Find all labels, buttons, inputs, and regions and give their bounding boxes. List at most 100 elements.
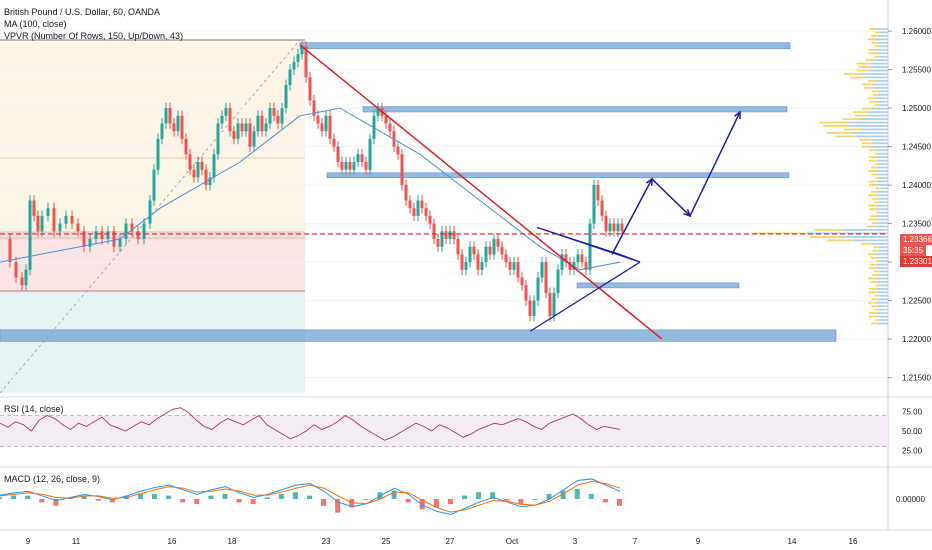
vpvr-up-bar [871, 242, 888, 245]
candle-body [142, 223, 146, 239]
macd-legend[interactable]: MACD (12, 26, close, 9) [4, 474, 101, 484]
candle-body [264, 123, 268, 132]
candle-body [384, 115, 388, 124]
rsi-tick-label: 50.00 [902, 427, 923, 436]
macd-histogram-bar [11, 495, 17, 499]
vpvr-down-bar [869, 184, 877, 186]
vpvr-up-bar [876, 159, 888, 162]
macd-histogram-bar [25, 495, 31, 499]
vpvr-up-bar [870, 66, 888, 68]
candle-body [268, 108, 272, 124]
candle-body [584, 262, 588, 270]
vpvr-up-bar [876, 184, 888, 186]
candle-body [524, 285, 528, 301]
vpvr-up-bar [876, 291, 888, 294]
vpvr-down-bar [814, 229, 844, 231]
rsi-band [0, 415, 888, 447]
candle-body [58, 223, 62, 232]
vpvr-up-bar [876, 28, 888, 30]
vpvr-down-bar [868, 180, 877, 183]
candle-body [528, 300, 532, 316]
macd-histogram-bar [321, 499, 327, 506]
vpvr-up-bar [876, 170, 888, 172]
macd-histogram-bar [532, 499, 538, 500]
vpvr-down-bar [867, 97, 876, 100]
vpvr-up-bar [874, 59, 888, 62]
support-resistance-zone [0, 329, 837, 342]
candle-body [70, 215, 74, 224]
vpvr-down-bar [865, 59, 875, 62]
vpvr-up-bar [878, 93, 888, 96]
macd-histogram-bar [307, 495, 312, 499]
vpvr-up-bar [846, 121, 888, 124]
candle-body [516, 262, 520, 278]
vpvr-up-bar [869, 69, 888, 72]
macd-histogram-bar [250, 499, 256, 505]
vpvr-down-bar [868, 204, 877, 207]
macd-histogram-bar [476, 492, 482, 499]
descending-trendline [299, 44, 663, 340]
ma-legend[interactable]: MA (100, close) [4, 19, 67, 29]
candle-body [204, 169, 208, 186]
vpvr-down-bar [874, 163, 881, 166]
vpvr-up-bar [869, 62, 888, 65]
vpvr-down-bar [860, 242, 872, 245]
vpvr-up-bar [876, 80, 888, 82]
vpvr-up-bar [880, 211, 888, 214]
arrow-head [734, 110, 741, 119]
candle-body [312, 100, 316, 116]
vpvr-down-bar [869, 208, 877, 211]
candle-body [368, 138, 372, 170]
vpvr-up-bar [880, 319, 888, 321]
vpvr-down-bar [871, 305, 878, 308]
candle-body [152, 169, 156, 201]
candle-body [608, 223, 612, 232]
macd-histogram-bar [95, 499, 101, 501]
candle-body [424, 208, 428, 216]
vpvr-down-bar [861, 142, 873, 145]
vpvr-down-bar [862, 83, 873, 86]
price-tick-label: 1.26000 [902, 27, 931, 36]
candle-body [280, 108, 284, 124]
candle-body [360, 154, 364, 162]
vpvr-down-bar [872, 246, 879, 249]
vpvr-down-bar [868, 277, 877, 280]
vpvr-down-bar [875, 319, 881, 321]
candle-body [488, 246, 492, 255]
candle-body [556, 269, 560, 293]
symbol-legend[interactable]: British Pound / U.S. Dollar, 60, OANDA [4, 7, 161, 17]
macd-histogram-bar [208, 495, 214, 499]
vpvr-up-bar [877, 215, 888, 217]
candle-body [40, 215, 44, 232]
candle-body [480, 262, 484, 270]
vpvr-up-bar [843, 229, 888, 231]
macd-histogram-bar [588, 493, 594, 499]
vpvr-up-bar [880, 163, 888, 166]
candle-body [508, 262, 512, 270]
vpvr-up-bar [876, 277, 888, 280]
rsi-legend[interactable]: RSI (14, close) [4, 404, 64, 414]
vpvr-down-bar [871, 298, 879, 301]
vpvr-up-bar [876, 287, 888, 290]
candle-body [544, 262, 548, 293]
macd-histogram-bar [518, 499, 524, 505]
vpvr-up-bar [861, 128, 888, 131]
vpvr-down-bar [875, 284, 881, 287]
candle-body [348, 162, 352, 170]
vpvr-down-bar [868, 253, 877, 256]
vpvr-up-bar [872, 83, 888, 86]
vpvr-down-bar [874, 45, 880, 48]
vpvr-down-bar [869, 263, 877, 266]
candle-body [580, 254, 584, 263]
macd-histogram-bar [602, 499, 608, 503]
candle-body [564, 254, 568, 263]
time-tick-label: 25 [382, 537, 391, 546]
candle-body [296, 54, 300, 62]
vpvr-legend[interactable]: VPVR (Number Of Rows, 150, Up/Down, 43) [4, 31, 184, 41]
vpvr-up-bar [878, 274, 888, 276]
vpvr-up-bar [876, 315, 888, 318]
candle-body [188, 154, 192, 170]
vpvr-down-bar [864, 86, 874, 89]
